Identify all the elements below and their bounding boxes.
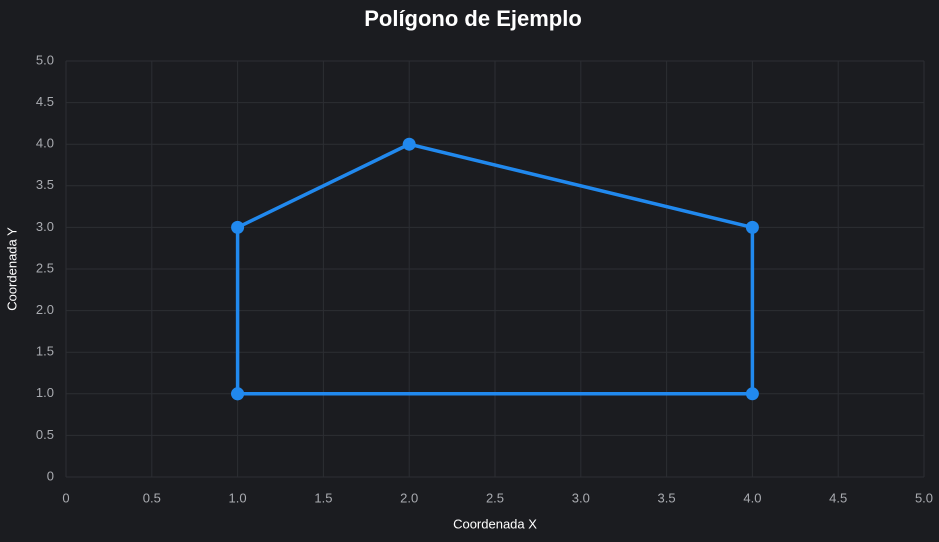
x-tick-label: 3.5	[658, 490, 676, 505]
y-tick-label: 1.0	[36, 385, 54, 400]
x-tick-label: 0.5	[143, 490, 161, 505]
x-tick-label: 1.5	[314, 490, 332, 505]
x-axis-label: Coordenada X	[453, 516, 537, 531]
y-tick-label: 0	[47, 468, 54, 483]
y-tick-label: 2.5	[36, 260, 54, 275]
y-tick-label: 4.5	[36, 94, 54, 109]
point	[745, 387, 759, 401]
x-tick-label: 1.0	[229, 490, 247, 505]
y-tick-label: 3.0	[36, 219, 54, 234]
x-tick-label: 3.0	[572, 490, 590, 505]
y-tick-label: 5.0	[36, 52, 54, 67]
x-tick-label: 4.5	[829, 490, 847, 505]
x-tick-label: 0	[62, 490, 69, 505]
point	[745, 220, 759, 234]
chart-title: Polígono de Ejemplo	[364, 6, 582, 31]
point	[231, 387, 245, 401]
x-tick-label: 2.5	[486, 490, 504, 505]
point	[231, 220, 245, 234]
y-tick-label: 1.5	[36, 344, 54, 359]
y-axis-label: Coordenada Y	[4, 227, 19, 311]
y-tick-label: 0.5	[36, 427, 54, 442]
x-tick-label: 2.0	[400, 490, 418, 505]
y-tick-label: 3.5	[36, 177, 54, 192]
x-tick-label: 5.0	[915, 490, 933, 505]
y-tick-label: 4.0	[36, 136, 54, 151]
y-tick-label: 2.0	[36, 302, 54, 317]
line	[235, 142, 755, 396]
point	[402, 137, 416, 151]
x-tick-label: 4.0	[743, 490, 761, 505]
